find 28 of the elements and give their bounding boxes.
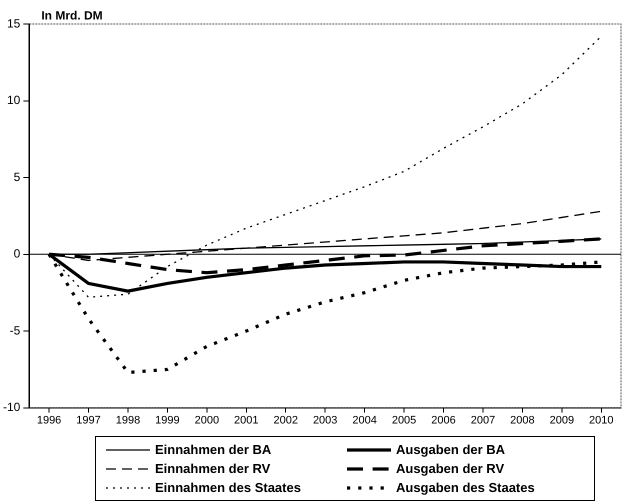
x-tick-label: 2007 [470, 414, 496, 426]
x-tick-label: 1997 [76, 414, 101, 426]
y-tick-label: -5 [10, 323, 21, 338]
x-tick-label: 2004 [352, 414, 377, 426]
x-tick-label: 2001 [234, 414, 259, 426]
x-tick-label: 2002 [273, 414, 298, 426]
y-tick-label: -10 [3, 400, 21, 414]
legend-label: Einnahmen der BA [155, 442, 272, 457]
legend-label: Einnahmen der RV [155, 461, 270, 476]
y-tick-label: 0 [14, 246, 21, 261]
x-tick-label: 2005 [392, 414, 416, 426]
x-tick-label: 2000 [194, 414, 220, 426]
x-tick-label: 1996 [36, 414, 62, 426]
y-tick-label: 5 [14, 170, 21, 184]
x-tick-label: 1998 [116, 414, 140, 426]
y-tick-label: 15 [6, 16, 21, 30]
x-tick-label: 2010 [589, 414, 614, 426]
x-tick-label: 2009 [550, 414, 574, 426]
legend-label: Ausgaben der RV [396, 461, 504, 476]
x-tick-label: 2003 [312, 414, 338, 426]
legend-label: Einnahmen des Staates [155, 480, 301, 495]
y-axis-title: In Mrd. DM [41, 8, 103, 22]
x-tick-label: 1999 [155, 414, 180, 426]
legend-label: Ausgaben der BA [396, 442, 506, 457]
x-tick-label: 2008 [510, 414, 535, 426]
x-tick-label: 2006 [431, 414, 456, 426]
y-tick-label: 10 [6, 93, 21, 108]
legend-label: Ausgaben des Staates [396, 480, 535, 495]
